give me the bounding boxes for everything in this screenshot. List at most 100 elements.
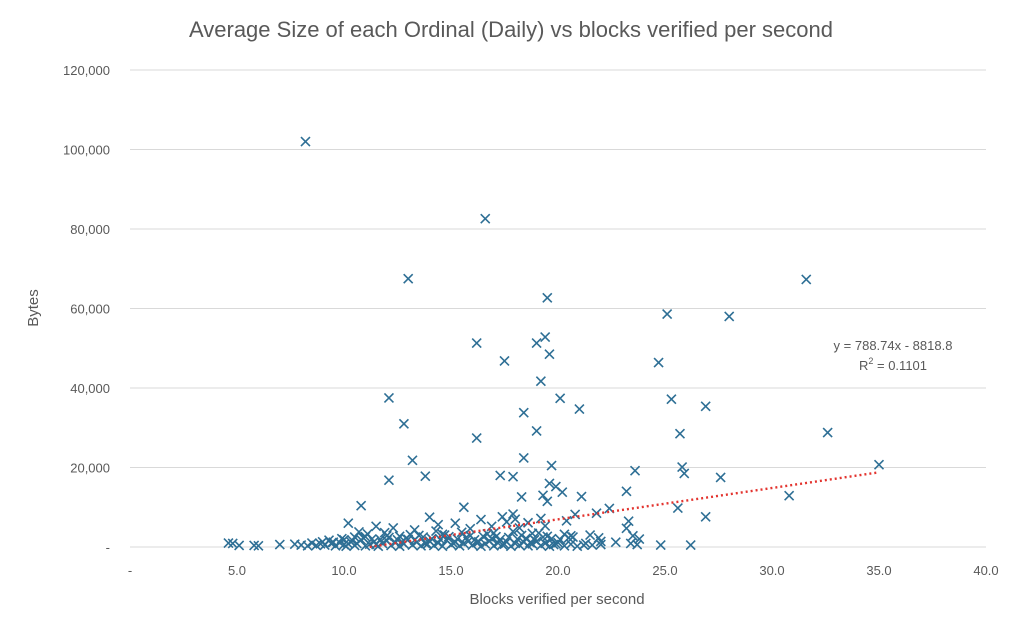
data-point [685,539,696,551]
data-point [677,462,688,473]
data-point [507,508,519,520]
data-point-stroke [328,537,339,548]
data-point-stroke [629,465,641,476]
data-point [700,401,711,412]
data-point-stroke [501,516,512,528]
data-point-stroke [253,540,264,551]
data-point [621,486,632,497]
data-point [300,136,311,147]
data-point [565,539,576,550]
data-point [475,514,487,525]
data-point-stroke [540,332,551,343]
data-point-stroke [610,537,621,548]
data-point-stroke [700,511,711,522]
data-point-stroke [223,537,234,549]
data-point [632,539,643,550]
data-point [653,357,664,368]
data-point [550,538,561,549]
data-point-stroke [343,518,354,529]
data-point-stroke [398,418,409,429]
data-point-stroke [338,534,350,545]
data-point [426,533,437,544]
data-point-stroke [621,523,632,534]
data-point [383,392,395,404]
data-point [495,470,506,481]
data-point-stroke [465,530,476,541]
data-point-stroke [550,538,561,549]
data-point-stroke [518,407,529,418]
data-point [542,531,553,542]
data-point-stroke [535,376,546,387]
data-point [700,511,711,522]
data-point [655,539,666,551]
data-point-stroke [632,539,643,550]
data-point-stroke [557,487,568,498]
data-point [471,433,482,444]
data-point-stroke [595,536,606,547]
data-point-stroke [677,462,688,473]
data-point [253,540,264,551]
data-point [679,468,690,479]
data-point-stroke [249,540,260,551]
data-point [715,472,726,483]
x-axis-label: Blocks verified per second [469,591,644,608]
data-point-stroke [666,394,677,405]
trendline-equation: y = 788.74x - 8818.8 [834,338,953,353]
data-point [356,500,367,511]
data-point-stroke [653,357,664,368]
data-point-stroke [544,349,555,360]
data-point-stroke [546,460,557,471]
data-point-stroke [572,541,583,552]
data-point-stroke [822,427,833,438]
data-point [249,540,260,551]
data-point [407,455,418,466]
data-point-stroke [570,509,581,520]
y-tick-label: 80,000 [70,222,110,237]
data-point-stroke [234,540,245,551]
data-point-stroke [621,486,632,497]
data-point [533,528,544,539]
data-point [516,530,527,541]
data-point-stroke [516,530,527,541]
data-point-stroke [465,523,476,534]
data-point [576,491,587,502]
x-tick-label: 5.0 [228,563,246,578]
data-point-stroke [490,531,502,542]
data-point [518,407,529,418]
data-point [499,539,510,550]
data-point [674,428,686,439]
data-point [546,460,557,471]
data-point-stroke [576,491,587,502]
data-point-stroke [623,516,634,527]
data-point-stroke [542,496,553,507]
data-point [634,533,645,545]
data-point-stroke [672,502,683,514]
data-point [784,490,795,501]
y-tick-label: 40,000 [70,381,110,396]
data-point [557,487,568,498]
data-point [223,537,234,549]
y-tick-label: 120,000 [63,63,110,78]
data-point [621,523,632,534]
data-point-stroke [724,311,735,322]
data-point [371,521,382,532]
data-point-stroke [679,468,690,479]
data-point-stroke [537,490,549,501]
data-point-stroke [420,471,431,482]
data-point [627,530,638,541]
data-point-stroke [674,428,686,439]
data-point [585,530,596,541]
data-point [328,537,339,548]
data-point-stroke [383,392,395,404]
data-point-stroke [274,539,285,550]
data-point-stroke [580,538,591,549]
r2-superscript: 2 [868,356,873,366]
data-point [559,540,570,551]
data-point-stroke [510,514,521,525]
data-point [535,376,546,387]
data-point-stroke [471,433,482,444]
data-point [480,213,491,224]
data-point [540,332,551,343]
data-point-stroke [516,491,527,502]
data-point [503,532,514,543]
